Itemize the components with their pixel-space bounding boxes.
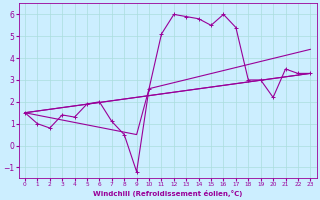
X-axis label: Windchill (Refroidissement éolien,°C): Windchill (Refroidissement éolien,°C) xyxy=(93,190,242,197)
